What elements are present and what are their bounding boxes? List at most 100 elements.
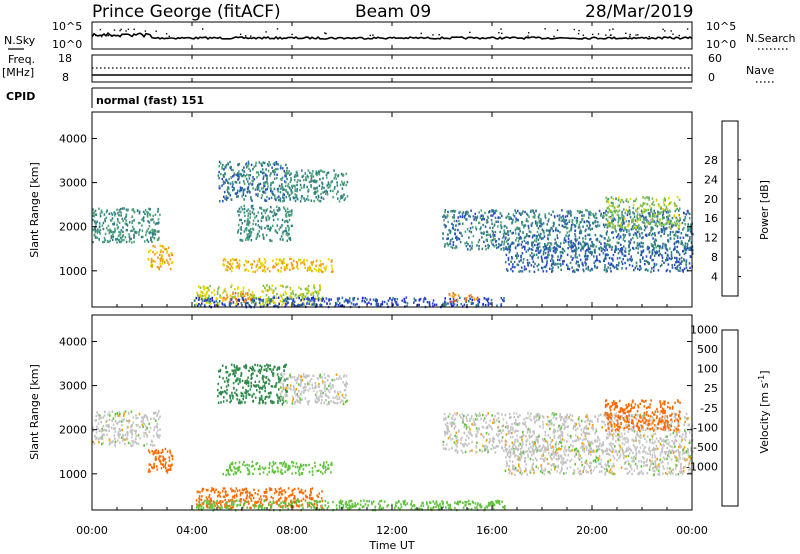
heatmap-cell xyxy=(97,229,100,232)
heatmap-cell xyxy=(680,232,683,235)
freq-right-bottom-tick: 0 xyxy=(708,71,715,84)
heatmap-cell xyxy=(518,233,520,236)
heatmap-cell xyxy=(269,504,272,507)
heatmap-cell xyxy=(279,294,282,297)
heatmap-cell xyxy=(206,290,208,294)
heatmap-cell xyxy=(274,304,277,307)
heatmap-cell xyxy=(595,255,598,258)
heatmap-cell xyxy=(482,232,485,235)
heatmap-cell xyxy=(294,193,296,196)
heatmap-cell xyxy=(265,498,267,502)
heatmap-cell xyxy=(247,217,249,221)
heatmap-cell xyxy=(323,461,325,464)
heatmap-cell xyxy=(329,184,332,187)
heatmap-cell xyxy=(450,210,452,213)
heatmap-cell xyxy=(571,250,573,253)
heatmap-cell xyxy=(218,184,221,188)
heatmap-cell xyxy=(260,299,263,302)
heatmap-cell xyxy=(250,384,252,387)
heatmap-cell xyxy=(663,230,666,233)
heatmap-cell xyxy=(235,367,238,370)
heatmap-cell xyxy=(507,230,509,233)
heatmap-cell xyxy=(249,182,252,185)
heatmap-cell xyxy=(468,230,471,233)
heatmap-cell xyxy=(454,210,457,213)
heatmap-cell xyxy=(114,415,117,418)
heatmap-cell xyxy=(345,183,347,187)
heatmap-cell xyxy=(249,191,251,194)
heatmap-cell xyxy=(110,212,113,215)
heatmap-cell xyxy=(289,375,292,378)
heatmap-cell xyxy=(262,177,265,180)
heatmap-cell xyxy=(248,167,250,170)
heatmap-cell xyxy=(499,244,501,247)
heatmap-cell xyxy=(273,187,276,190)
heatmap-cell xyxy=(628,220,630,223)
heatmap-cell xyxy=(265,216,267,219)
heatmap-cell xyxy=(207,297,210,300)
heatmap-cell xyxy=(165,469,168,473)
heatmap-cell xyxy=(238,398,241,402)
heatmap-cell xyxy=(328,401,330,404)
heatmap-cell xyxy=(293,179,296,182)
noise-search-point xyxy=(133,28,135,30)
heatmap-cell xyxy=(552,247,555,250)
heatmap-cell xyxy=(459,296,461,299)
heatmap-cell xyxy=(618,219,621,222)
heatmap-cell xyxy=(515,239,517,242)
heatmap-cell xyxy=(611,231,613,234)
heatmap-cell xyxy=(686,234,689,237)
heatmap-cell xyxy=(668,209,671,212)
heatmap-cell xyxy=(262,385,264,388)
heatmap-cell xyxy=(542,237,544,240)
heatmap-cell xyxy=(644,218,646,221)
heatmap-cell xyxy=(616,236,618,239)
heatmap-cell xyxy=(621,248,624,251)
heatmap-cell xyxy=(306,269,309,272)
heatmap-cell xyxy=(676,219,679,222)
heatmap-cell xyxy=(228,374,230,377)
heatmap-cell xyxy=(348,297,351,300)
heatmap-cell xyxy=(584,252,587,256)
heatmap-cell xyxy=(254,363,256,367)
heatmap-cell xyxy=(241,195,243,198)
heatmap-cell xyxy=(265,188,267,191)
heatmap-cell xyxy=(215,297,218,300)
heatmap-cell xyxy=(589,213,592,216)
heatmap-cell xyxy=(320,389,323,393)
heatmap-cell xyxy=(610,196,613,199)
heatmap-cell xyxy=(669,233,671,236)
heatmap-cell xyxy=(284,491,287,494)
heatmap-cell xyxy=(617,241,620,245)
heatmap-cell xyxy=(272,266,274,269)
heatmap-cell xyxy=(315,180,317,184)
heatmap-cell xyxy=(506,215,509,218)
heatmap-cell xyxy=(608,210,611,213)
heatmap-cell xyxy=(278,498,281,501)
heatmap-cell xyxy=(245,163,247,166)
heatmap-cell xyxy=(583,214,585,217)
heatmap-cell xyxy=(330,181,332,184)
heatmap-cell xyxy=(164,462,167,465)
heatmap-cell xyxy=(267,366,269,369)
heatmap-cell xyxy=(584,258,587,261)
heatmap-cell xyxy=(653,203,655,207)
heatmap-cell xyxy=(121,235,124,238)
heatmap-cell xyxy=(468,214,470,217)
heatmap-cell xyxy=(319,199,322,203)
heatmap-cell xyxy=(218,501,220,505)
heatmap-cell xyxy=(564,219,566,222)
heatmap-cell xyxy=(133,219,135,222)
heatmap-cell xyxy=(193,299,196,302)
heatmap-cell xyxy=(116,227,119,230)
heatmap-cell xyxy=(167,246,170,249)
heatmap-cell xyxy=(540,224,543,228)
heatmap-cell xyxy=(612,223,614,226)
heatmap-cell xyxy=(677,240,679,243)
heatmap-cell xyxy=(631,258,633,261)
heatmap-cell xyxy=(633,199,635,203)
heatmap-cell xyxy=(114,238,117,241)
heatmap-cell xyxy=(499,230,501,234)
heatmap-cell xyxy=(316,171,319,175)
heatmap-cell xyxy=(531,255,533,258)
